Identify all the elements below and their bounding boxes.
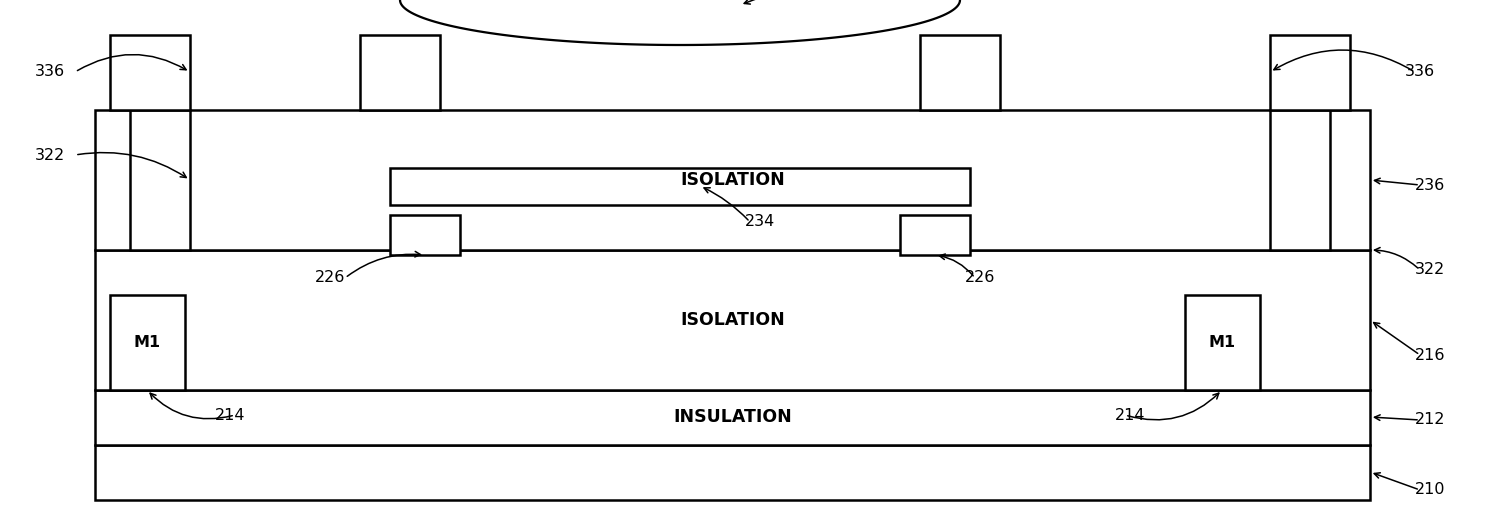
Bar	[1270, 110, 1330, 250]
Bar	[96, 110, 1370, 250]
Bar	[111, 295, 185, 390]
Bar	[96, 250, 1370, 390]
Text: 336: 336	[1404, 64, 1436, 80]
Text: 214: 214	[1115, 407, 1146, 423]
Bar	[390, 215, 460, 255]
Text: 210: 210	[1415, 483, 1445, 497]
Bar	[1185, 295, 1259, 390]
Text: 322: 322	[34, 148, 66, 162]
Bar	[920, 35, 999, 110]
Bar	[96, 445, 1370, 500]
Text: ISOLATION: ISOLATION	[680, 311, 784, 329]
Text: 226: 226	[315, 270, 345, 286]
Text: M1: M1	[1209, 335, 1236, 350]
Text: 336: 336	[34, 64, 66, 80]
Text: 216: 216	[1415, 347, 1445, 363]
Bar	[360, 35, 441, 110]
Bar	[899, 215, 970, 255]
Text: 234: 234	[746, 214, 775, 229]
Text: 236: 236	[1415, 178, 1445, 192]
Text: 212: 212	[1415, 413, 1445, 427]
Text: 226: 226	[965, 270, 995, 286]
Bar	[111, 35, 190, 110]
Text: INSULATION: INSULATION	[674, 408, 792, 426]
Bar	[1270, 35, 1351, 110]
Text: ISOLATION: ISOLATION	[680, 171, 784, 189]
Text: 322: 322	[1415, 262, 1445, 278]
Bar	[96, 390, 1370, 445]
Bar	[390, 168, 970, 205]
Text: 214: 214	[215, 407, 245, 423]
Bar	[130, 110, 190, 250]
Text: M1: M1	[134, 335, 161, 350]
